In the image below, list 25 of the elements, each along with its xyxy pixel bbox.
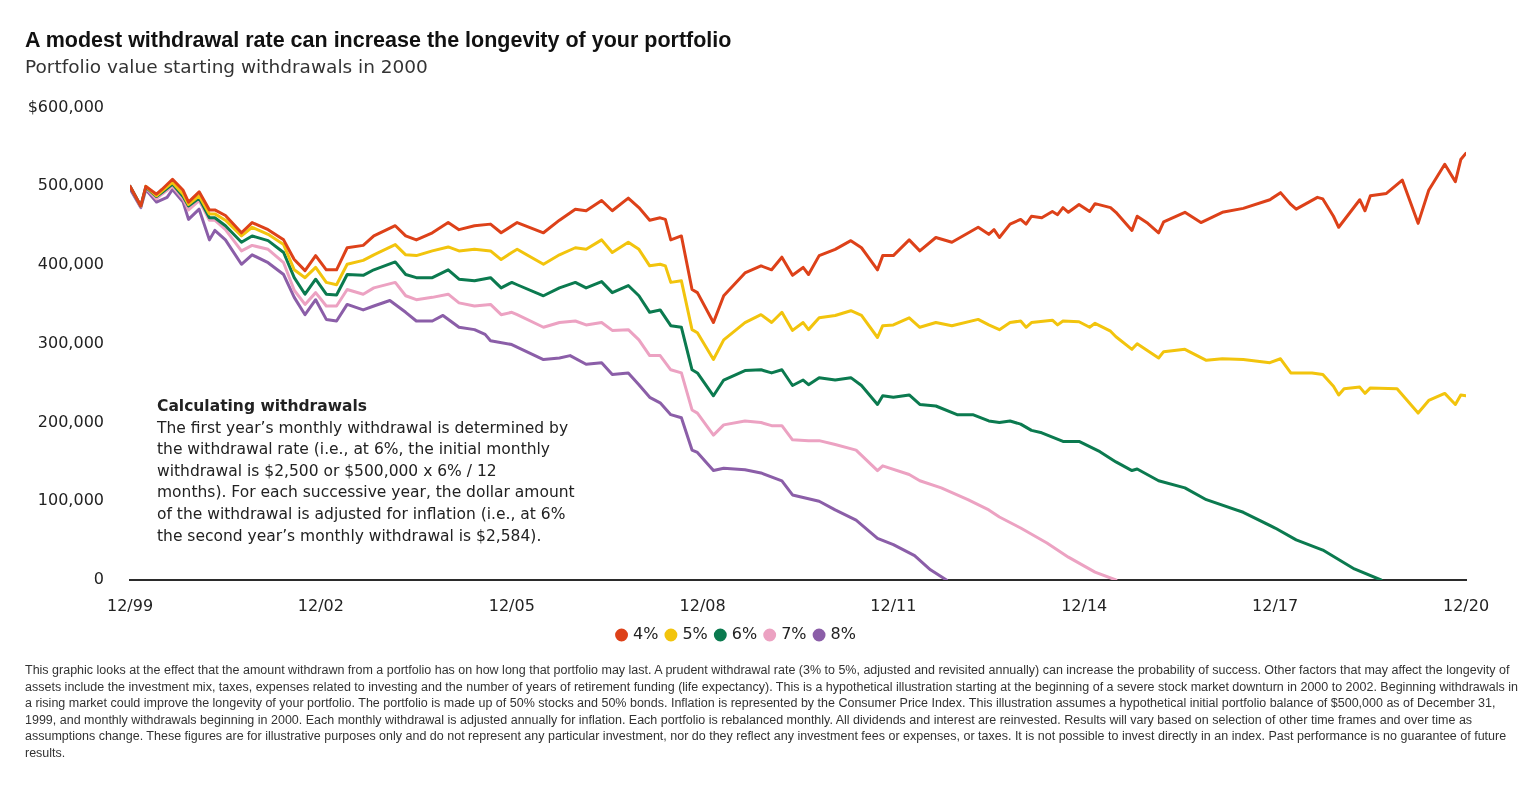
y-tick-label: 300,000 <box>37 332 104 352</box>
x-tick-label: 12/14 <box>1061 595 1108 615</box>
y-tick-label: 200,000 <box>37 411 104 431</box>
text: This graphic looks at the effect that the amount withdrawn from a portfolio has on how long that portfolio may last. A prudent withdrawal rate (3% to 5%, adjusted and revisited annually) can increase the probability of success. Other factors that may affect the longevity of assets include the investment mix, taxes, expenses related to investing and the number of years of retirement funding (life expectancy). This is a hypothetical illustration starting at the beginning of a severe stock market downturn in 2000 to 2002. Beginning withdrawals in a rising market could improve the longevity of your portfolio. The portfolio is made up of 50% stocks and 50% bonds. Inflation is represented by the Consumer Price Index. This illustration assumes a hypothetical initial portfolio balance of $500,000 as of December 31, 1999, and monthly withdrawals beginning in 2000. Each monthly withdrawal is adjusted annually for inflation. Each portfolio is rebalanced monthly. All dividends and interest are reinvested. Results will vary based on selection of other time frames and over time as assumptions change. These figures are for illustrative purposes only and do not represent any particular investment, nor do they reflect any investment fees or expenses, or taxes. It is not possible to invest directly in an index. Past performance is no guarantee of future results. <box>25 662 1519 761</box>
y-tick-label: 0 <box>93 569 104 589</box>
annotation: Calculating withdrawals <box>157 396 368 417</box>
legend-label: 6% <box>731 624 758 644</box>
y-tick-label: 500,000 <box>37 175 104 195</box>
x-tick-label: 12/11 <box>870 595 917 615</box>
legend-label: 8% <box>830 624 856 644</box>
x-tick-label: 12/02 <box>297 595 344 615</box>
annotation: The first year’s monthly withdrawal is determined by the withdrawal rate (i.e., at 6%, the initial monthly withdrawal is $2,500 or $500,000 x 6% / 12 months). For each successive year, the dollar amount of the withdrawal is adjusted for inflation (i.e., at 6% the second year’s monthly withdrawal is $2,584). <box>157 417 576 547</box>
y-tick-label: 400,000 <box>37 254 104 274</box>
y-tick-label: 100,000 <box>37 490 104 510</box>
legend-label: 5% <box>682 624 708 644</box>
x-tick-label: 12/08 <box>679 595 726 615</box>
legend-label: 7% <box>781 624 807 644</box>
chart-subtitle: Portfolio value starting withdrawals in 2000 <box>25 56 428 77</box>
y-tick-label: $600,000 <box>27 96 104 116</box>
x-tick-label: 12/99 <box>106 595 154 615</box>
x-tick-label: 12/17 <box>1252 595 1299 615</box>
chart-title: A modest withdrawal rate can increase the longevity of your portfolio <box>25 28 732 53</box>
x-tick-label: 12/20 <box>1442 595 1490 615</box>
legend-label: 4% <box>633 624 659 644</box>
x-tick-label: 12/05 <box>488 595 535 615</box>
